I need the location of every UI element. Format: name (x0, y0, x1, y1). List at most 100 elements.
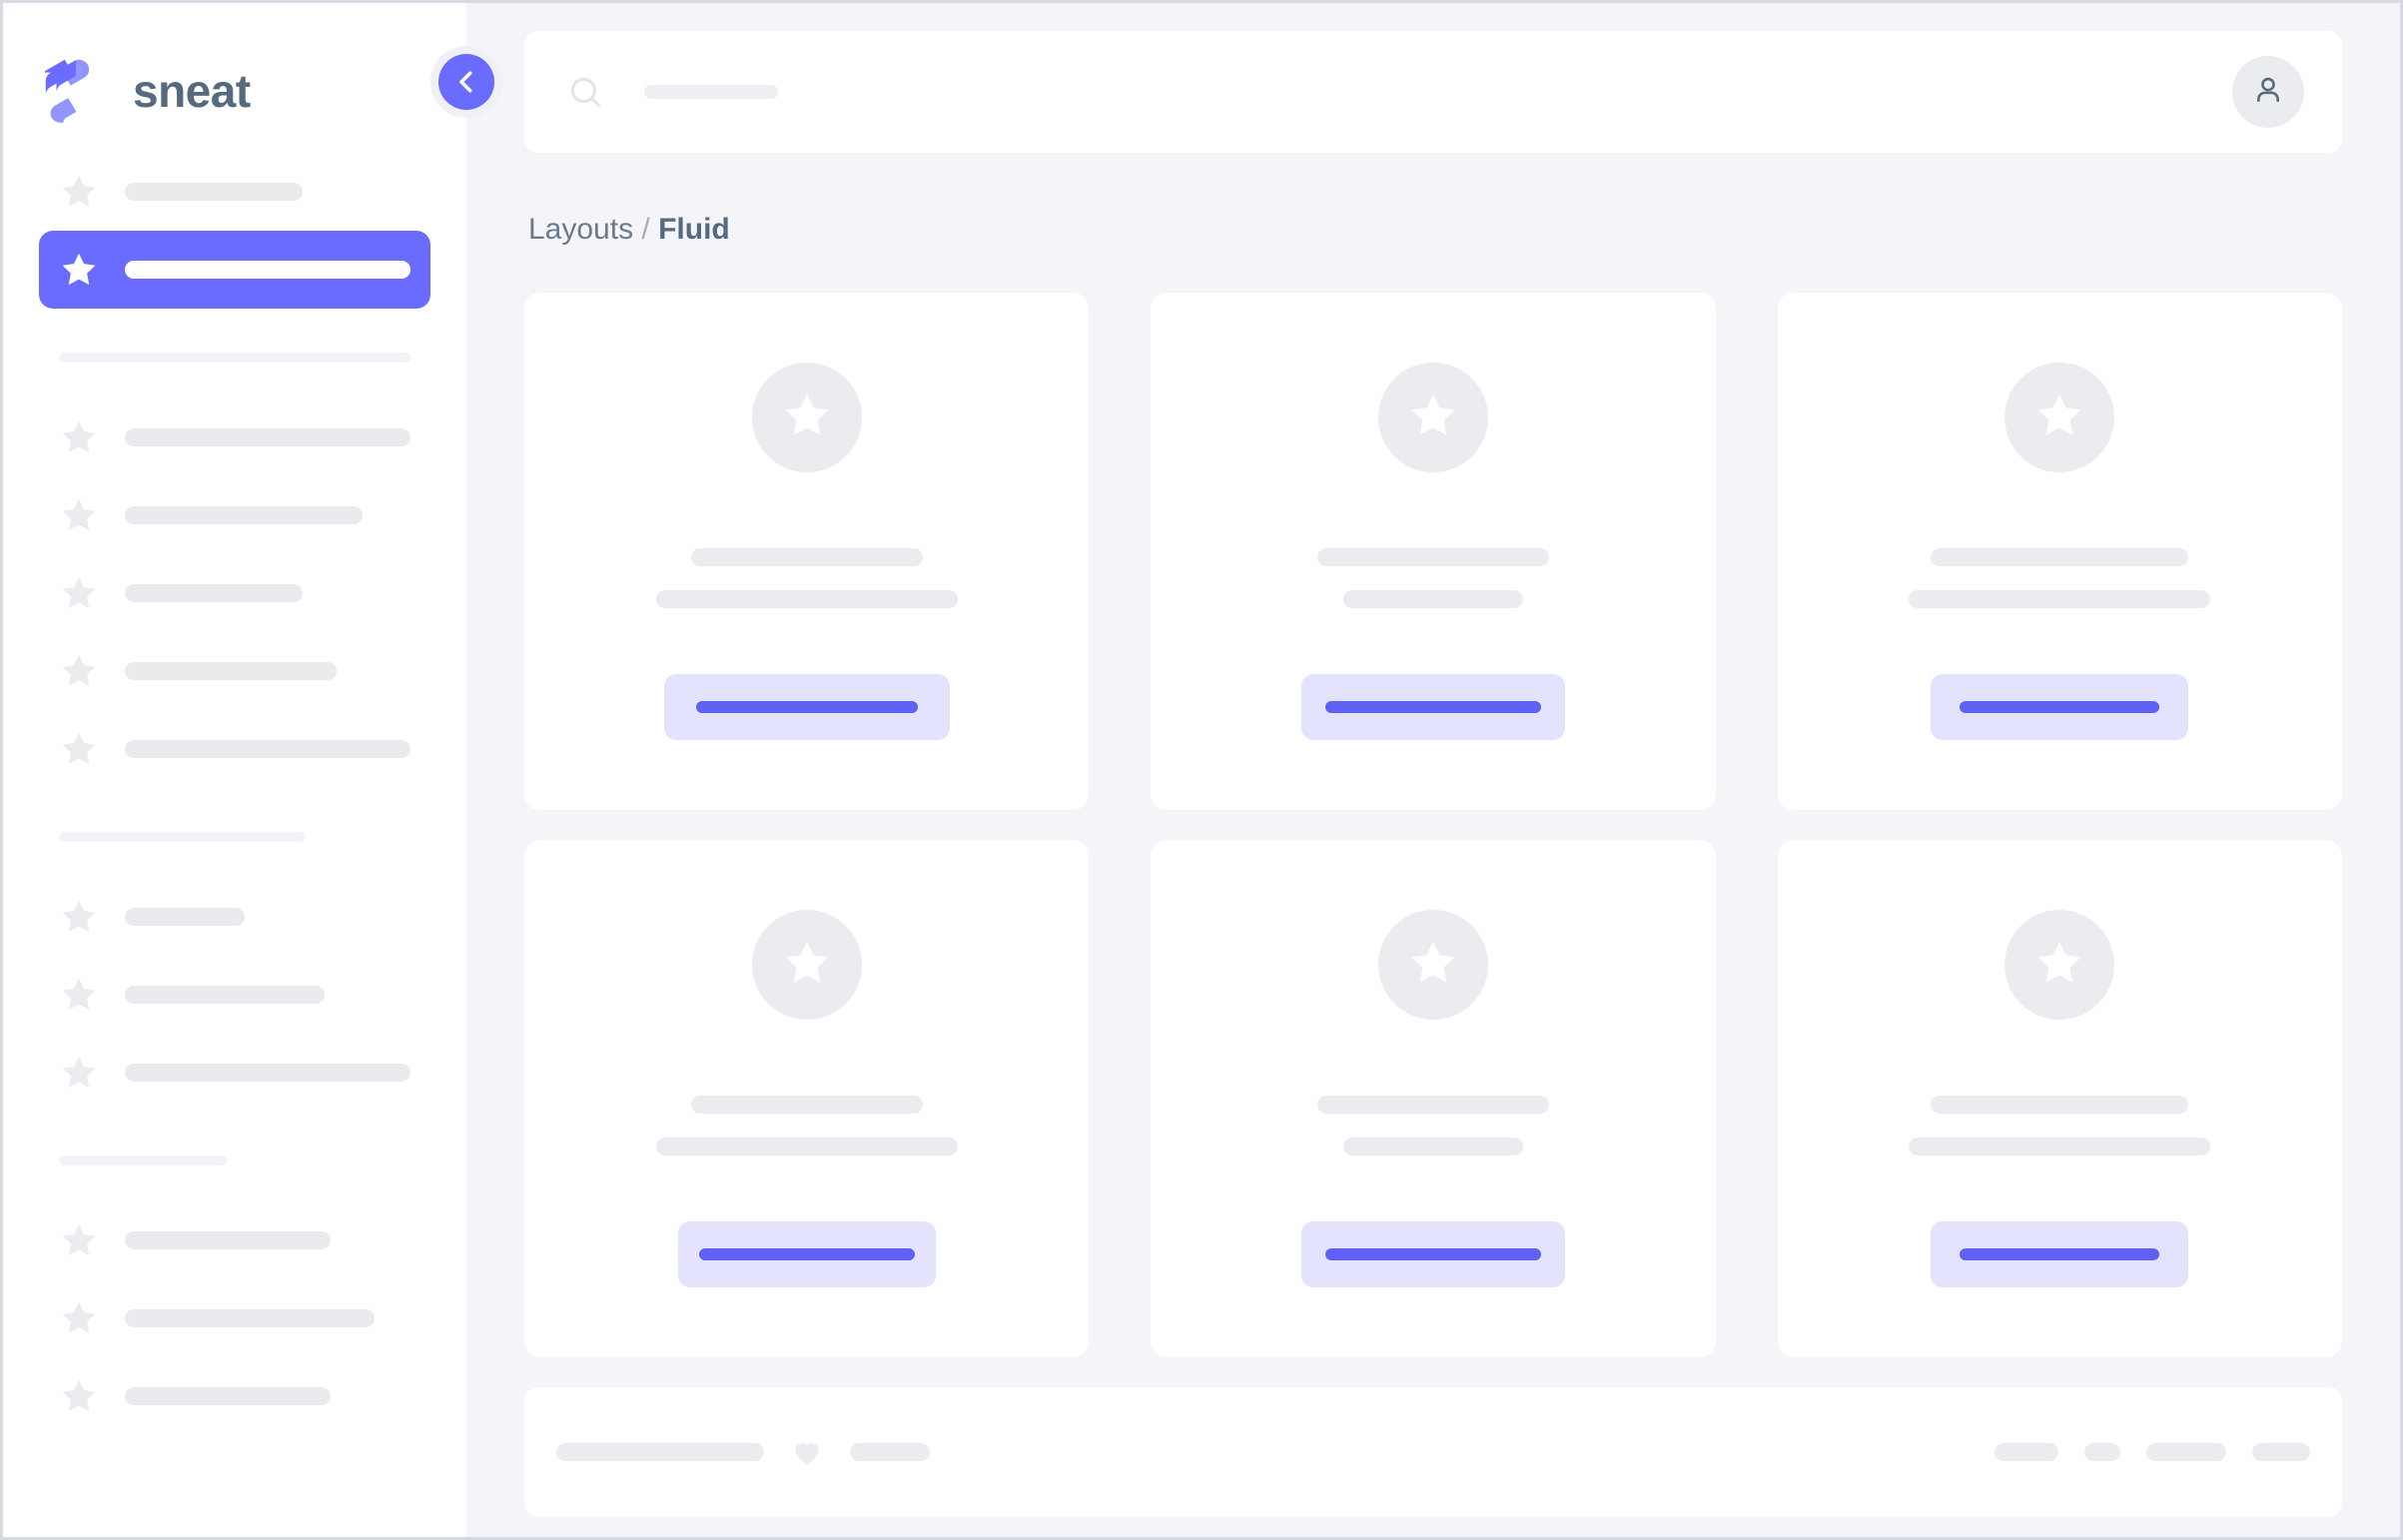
card-action-button[interactable] (677, 1221, 936, 1287)
sidebar-item-label (125, 506, 363, 524)
card-action-button[interactable] (1931, 674, 2189, 740)
star-icon (1407, 389, 1459, 446)
sidebar-item[interactable] (39, 956, 430, 1034)
card-title-line (655, 1138, 958, 1155)
sidebar-item[interactable] (39, 1357, 430, 1435)
content-card (524, 840, 1090, 1357)
card-text-lines (524, 1096, 1089, 1155)
sidebar-section-divider (59, 832, 305, 842)
star-icon (59, 250, 99, 290)
sidebar-item-label (125, 183, 303, 201)
star-icon (59, 897, 99, 937)
card-action-button[interactable] (663, 674, 950, 740)
card-text-lines (524, 548, 1089, 608)
footer-link[interactable] (1995, 1443, 2058, 1461)
footer-link[interactable] (850, 1443, 930, 1461)
footer-link[interactable] (2084, 1443, 2120, 1461)
card-title-line (1316, 548, 1549, 566)
heart-icon (790, 1435, 824, 1469)
sidebar-item[interactable] (39, 554, 430, 632)
card-action-button-label (1324, 1248, 1541, 1260)
card-avatar (1377, 363, 1488, 472)
sidebar-item-label (125, 584, 303, 602)
sidebar: sneat (3, 3, 466, 1537)
sidebar-item[interactable] (39, 878, 430, 956)
sidebar-item[interactable] (39, 1034, 430, 1112)
card-text-lines (1151, 548, 1715, 608)
brand-name: sneat (133, 65, 251, 117)
sidebar-item[interactable] (39, 1279, 430, 1357)
sidebar-item-label (125, 662, 337, 680)
star-icon (59, 172, 99, 212)
card-avatar (751, 363, 862, 472)
content-card (1777, 293, 2342, 810)
footer-link[interactable] (2252, 1443, 2310, 1461)
star-icon (59, 573, 99, 613)
card-avatar (751, 910, 862, 1020)
breadcrumb-separator: / (641, 213, 650, 246)
sidebar-item[interactable] (39, 476, 430, 554)
card-title-line (1909, 590, 2211, 608)
card-grid (524, 293, 2342, 1357)
star-icon (59, 975, 99, 1015)
card-avatar (1377, 910, 1488, 1020)
star-icon (59, 417, 99, 457)
card-action-button[interactable] (1300, 1221, 1565, 1287)
card-title-line (690, 548, 923, 566)
star-icon (59, 1376, 99, 1416)
star-icon (59, 651, 99, 691)
breadcrumb-parent[interactable]: Layouts (528, 213, 634, 246)
sidebar-item-label (125, 428, 410, 446)
star-icon (59, 1298, 99, 1338)
card-action-button[interactable] (1931, 1221, 2189, 1287)
card-title-line (1342, 590, 1523, 608)
user-icon (2250, 72, 2286, 113)
sidebar-item[interactable] (39, 710, 430, 788)
star-icon (781, 937, 833, 994)
content-card (1777, 840, 2342, 1357)
content-card (1151, 840, 1716, 1357)
sidebar-item-label (125, 261, 410, 279)
card-avatar (2004, 363, 2115, 472)
content-card (1151, 293, 1716, 810)
collapse-toggle-halo (430, 46, 502, 118)
card-avatar (2004, 910, 2115, 1020)
card-title-line (1931, 1096, 2189, 1114)
card-text-lines (1151, 1096, 1715, 1155)
footer-left-group (556, 1435, 930, 1469)
card-action-button-label (1324, 701, 1541, 713)
navbar (524, 31, 2342, 153)
sidebar-item[interactable] (39, 153, 430, 231)
breadcrumb: Layouts / Fluid (528, 215, 2342, 245)
star-icon (59, 1053, 99, 1093)
star-icon (1407, 937, 1459, 994)
star-icon (59, 729, 99, 769)
card-title-line (690, 1096, 923, 1114)
sidebar-item-label (125, 1309, 375, 1327)
content-card (524, 293, 1090, 810)
card-title-line (655, 590, 958, 608)
sidebar-menu (3, 131, 466, 1435)
sidebar-item[interactable] (39, 632, 430, 710)
card-action-button[interactable] (1300, 674, 1565, 740)
footer-link[interactable] (2146, 1443, 2226, 1461)
sidebar-item[interactable] (39, 398, 430, 476)
brand[interactable]: sneat (3, 3, 466, 131)
sidebar-item-label (125, 1064, 410, 1082)
footer-right-group (1995, 1443, 2310, 1461)
sidebar-item-label (125, 908, 245, 926)
sidebar-item-active[interactable] (39, 231, 430, 309)
star-icon (59, 1220, 99, 1260)
sidebar-item-label (125, 1231, 331, 1249)
footer-link[interactable] (556, 1443, 764, 1461)
avatar[interactable] (2232, 56, 2304, 128)
search-bar[interactable] (566, 73, 2232, 111)
star-icon (2033, 937, 2085, 994)
sidebar-collapse-button[interactable] (438, 54, 494, 110)
sidebar-item-label (125, 740, 410, 758)
sidebar-item[interactable] (39, 1201, 430, 1279)
search-input[interactable] (644, 85, 778, 99)
chevron-left-icon (451, 67, 481, 97)
card-text-lines (1778, 1096, 2342, 1155)
